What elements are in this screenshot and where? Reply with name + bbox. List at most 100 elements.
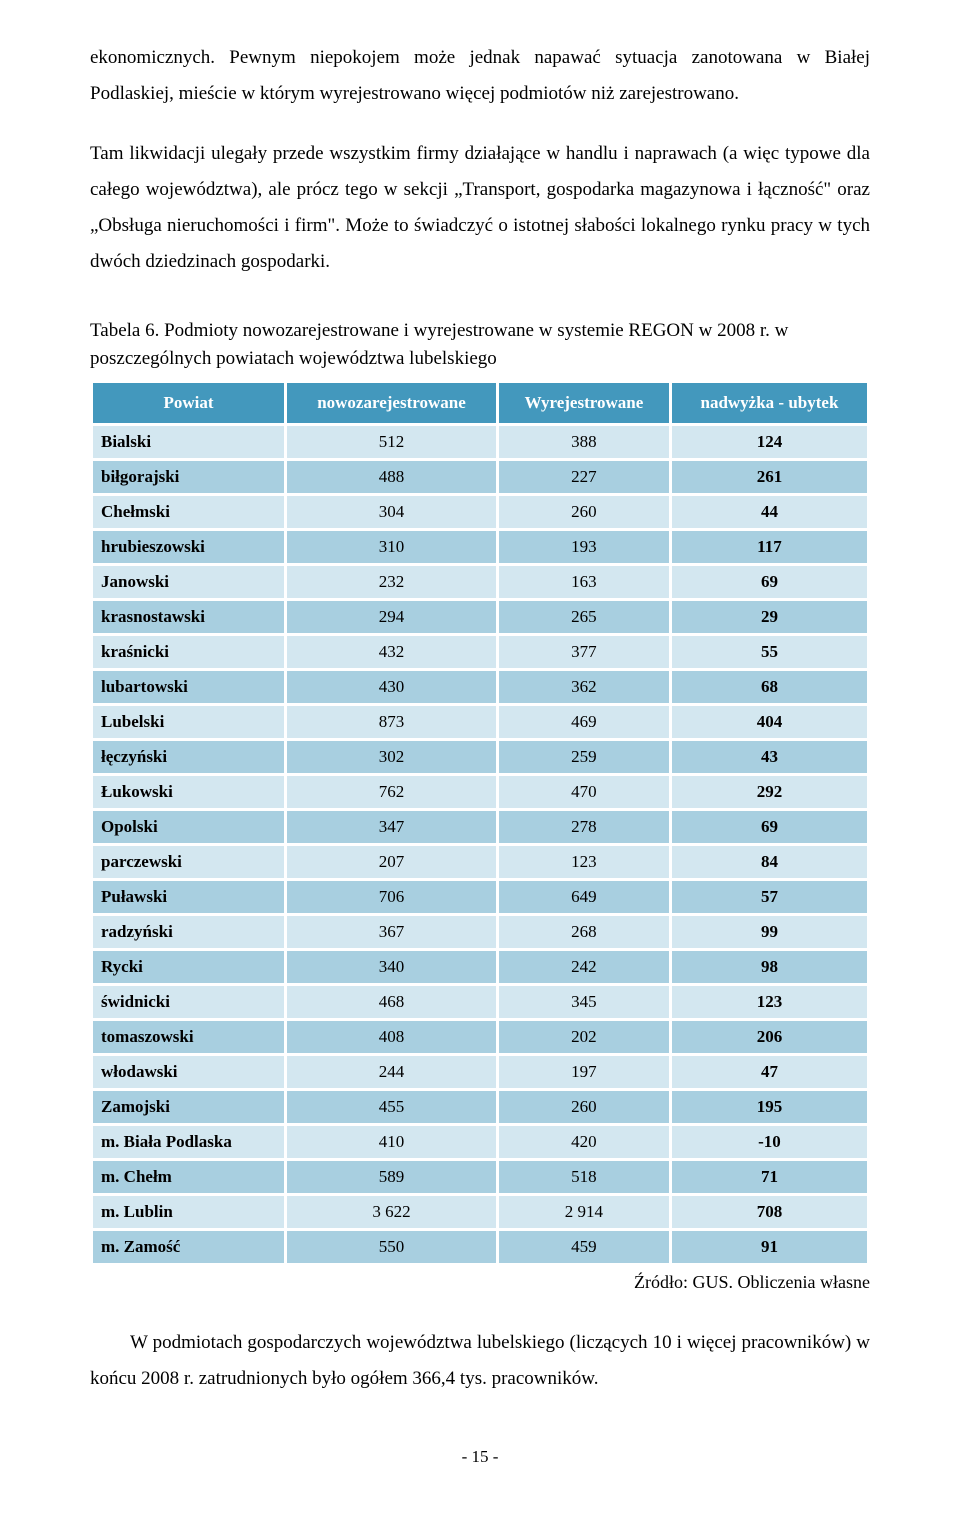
cell-nowo: 455 [287,1091,496,1123]
table-row: Chełmski30426044 [93,496,867,528]
cell-nowo: 294 [287,601,496,633]
cell-powiat: Bialski [93,426,284,458]
table-source: Źródło: GUS. Obliczenia własne [90,1272,870,1293]
document-page: ekonomicznych. Pewnym niepokojem może je… [0,0,960,1524]
cell-powiat: biłgorajski [93,461,284,493]
cell-nadwyzka: 55 [672,636,867,668]
cell-nadwyzka: 84 [672,846,867,878]
cell-wyrej: 202 [499,1021,669,1053]
table-row: Bialski512388124 [93,426,867,458]
cell-nadwyzka: 708 [672,1196,867,1228]
cell-nadwyzka: 292 [672,776,867,808]
cell-nadwyzka: 69 [672,811,867,843]
cell-wyrej: 260 [499,496,669,528]
cell-wyrej: 469 [499,706,669,738]
table-row: włodawski24419747 [93,1056,867,1088]
cell-powiat: krasnostawski [93,601,284,633]
cell-wyrej: 377 [499,636,669,668]
cell-nowo: 207 [287,846,496,878]
cell-wyrej: 518 [499,1161,669,1193]
cell-powiat: parczewski [93,846,284,878]
cell-nadwyzka: 71 [672,1161,867,1193]
cell-nowo: 706 [287,881,496,913]
cell-wyrej: 227 [499,461,669,493]
cell-nowo: 468 [287,986,496,1018]
table-row: Zamojski455260195 [93,1091,867,1123]
table-row: m. Zamość55045991 [93,1231,867,1263]
table-row: kraśnicki43237755 [93,636,867,668]
cell-wyrej: 259 [499,741,669,773]
cell-nowo: 432 [287,636,496,668]
cell-powiat: Zamojski [93,1091,284,1123]
col-powiat: Powiat [93,383,284,423]
cell-nadwyzka: 261 [672,461,867,493]
table-row: m. Biała Podlaska410420-10 [93,1126,867,1158]
cell-nadwyzka: 57 [672,881,867,913]
cell-nowo: 304 [287,496,496,528]
table-header-row: Powiat nowozarejestrowane Wyrejestrowane… [93,383,867,423]
cell-powiat: hrubieszowski [93,531,284,563]
table-row: parczewski20712384 [93,846,867,878]
cell-wyrej: 265 [499,601,669,633]
col-nadwyzka: nadwyżka - ubytek [672,383,867,423]
cell-powiat: Opolski [93,811,284,843]
table-row: Puławski70664957 [93,881,867,913]
table-row: Rycki34024298 [93,951,867,983]
table-row: Łukowski762470292 [93,776,867,808]
cell-powiat: m. Zamość [93,1231,284,1263]
table-row: radzyński36726899 [93,916,867,948]
cell-powiat: Lubelski [93,706,284,738]
paragraph-1: ekonomicznych. Pewnym niepokojem może je… [90,40,870,112]
col-wyrej: Wyrejestrowane [499,383,669,423]
table-row: Janowski23216369 [93,566,867,598]
cell-nowo: 873 [287,706,496,738]
cell-nowo: 367 [287,916,496,948]
footer-paragraph: W podmiotach gospodarczych województwa l… [90,1325,870,1397]
table-row: krasnostawski29426529 [93,601,867,633]
table-row: m. Chełm58951871 [93,1161,867,1193]
cell-nowo: 762 [287,776,496,808]
cell-powiat: m. Lublin [93,1196,284,1228]
cell-nowo: 408 [287,1021,496,1053]
cell-nowo: 3 622 [287,1196,496,1228]
cell-nadwyzka: 91 [672,1231,867,1263]
cell-wyrej: 242 [499,951,669,983]
table-row: m. Lublin3 6222 914708 [93,1196,867,1228]
cell-nadwyzka: 44 [672,496,867,528]
cell-nowo: 310 [287,531,496,563]
cell-nadwyzka: 43 [672,741,867,773]
cell-powiat: kraśnicki [93,636,284,668]
table-row: Lubelski873469404 [93,706,867,738]
cell-powiat: Puławski [93,881,284,913]
cell-nowo: 347 [287,811,496,843]
cell-powiat: świdnicki [93,986,284,1018]
cell-nowo: 232 [287,566,496,598]
cell-nowo: 340 [287,951,496,983]
table-row: Opolski34727869 [93,811,867,843]
cell-powiat: radzyński [93,916,284,948]
cell-wyrej: 420 [499,1126,669,1158]
table-row: hrubieszowski310193117 [93,531,867,563]
cell-nadwyzka: 124 [672,426,867,458]
cell-nowo: 302 [287,741,496,773]
cell-nowo: 488 [287,461,496,493]
cell-wyrej: 123 [499,846,669,878]
cell-powiat: włodawski [93,1056,284,1088]
cell-powiat: Janowski [93,566,284,598]
cell-nowo: 512 [287,426,496,458]
table-caption: Tabela 6. Podmioty nowozarejestrowane i … [90,317,870,374]
cell-nowo: 410 [287,1126,496,1158]
cell-wyrej: 260 [499,1091,669,1123]
cell-powiat: tomaszowski [93,1021,284,1053]
cell-nadwyzka: 99 [672,916,867,948]
cell-nadwyzka: 117 [672,531,867,563]
cell-nadwyzka: 69 [672,566,867,598]
page-number: - 15 - [90,1447,870,1467]
cell-powiat: Łukowski [93,776,284,808]
cell-wyrej: 193 [499,531,669,563]
cell-powiat: lubartowski [93,671,284,703]
cell-wyrej: 649 [499,881,669,913]
cell-wyrej: 2 914 [499,1196,669,1228]
cell-wyrej: 278 [499,811,669,843]
cell-nowo: 430 [287,671,496,703]
